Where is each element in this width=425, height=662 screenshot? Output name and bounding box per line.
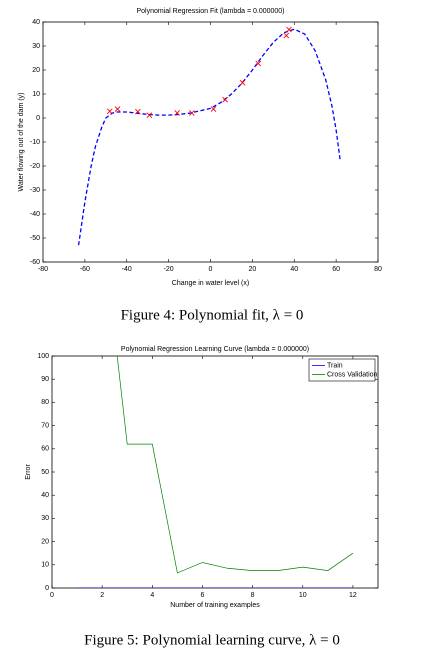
legend-label: Train (327, 362, 343, 369)
x-axis-label: Number of training examples (170, 602, 260, 609)
data-point (189, 110, 195, 116)
x-axis-label: Change in water level (x) (172, 280, 249, 287)
x-marker (210, 106, 217, 112)
data-point (114, 106, 121, 112)
figure-caption: Figure 4: Polynomial fit, λ = 0 (121, 307, 304, 323)
data-point (146, 112, 153, 119)
y-tick-label: 20 (32, 67, 40, 74)
data-point (286, 26, 292, 33)
x-tick-label: 2 (100, 592, 104, 599)
chart-title: Polynomial Regression Fit (lambda = 0.00… (136, 8, 284, 15)
x-marker (189, 110, 195, 116)
data-point (222, 96, 228, 103)
y-tick-label: 90 (41, 376, 49, 383)
y-tick-label: -40 (30, 211, 40, 218)
data-point (239, 79, 246, 86)
figure-caption: Figure 5: Polynomial learning curve, λ =… (84, 632, 340, 648)
y-tick-label: 30 (32, 43, 40, 50)
y-tick-label: 10 (41, 562, 49, 569)
chart-title: Polynomial Regression Learning Curve (la… (121, 346, 309, 353)
data-point (135, 108, 141, 115)
y-tick-label: 80 (41, 399, 49, 406)
x-marker (255, 60, 262, 67)
series-line (116, 356, 354, 574)
y-tick-label: 100 (37, 353, 49, 360)
legend-box (308, 358, 376, 382)
x-tick-label: 40 (290, 266, 298, 273)
data-point (283, 32, 290, 39)
x-marker (106, 108, 113, 115)
x-tick-label: 12 (349, 592, 357, 599)
y-tick-label: 40 (41, 492, 49, 499)
x-tick-label: 10 (299, 592, 307, 599)
x-marker (174, 110, 181, 116)
y-tick-label: 10 (32, 91, 40, 98)
y-tick-label: 40 (32, 19, 40, 26)
plot-frame (42, 21, 379, 263)
series-line (77, 28, 341, 246)
x-tick-label: 4 (150, 592, 154, 599)
y-tick-label: -10 (30, 139, 40, 146)
data-point (106, 108, 113, 115)
y-tick-label: 30 (41, 515, 49, 522)
x-tick-label: 20 (248, 266, 256, 273)
legend-label: Cross Validation (327, 371, 378, 378)
plot-frame (51, 355, 379, 589)
x-tick-label: 0 (209, 266, 213, 273)
x-tick-label: -20 (164, 266, 174, 273)
y-tick-label: 60 (41, 446, 49, 453)
x-tick-label: 80 (374, 266, 382, 273)
y-tick-label: -30 (30, 187, 40, 194)
plot-area (77, 356, 354, 588)
x-tick-label: 8 (251, 592, 255, 599)
x-marker (114, 106, 121, 112)
data-point (174, 110, 181, 116)
y-tick-label: 50 (41, 469, 49, 476)
x-marker (239, 79, 246, 86)
y-tick-label: 0 (36, 115, 40, 122)
y-tick-label: -50 (30, 235, 40, 242)
x-marker (283, 32, 290, 39)
y-axis-label: Error (25, 464, 32, 480)
x-marker (286, 26, 292, 33)
x-tick-label: 60 (332, 266, 340, 273)
x-tick-label: 0 (50, 592, 54, 599)
data-point (210, 106, 217, 112)
plot-area (77, 26, 341, 246)
y-tick-label: 0 (45, 585, 49, 592)
x-tick-label: 6 (201, 592, 205, 599)
y-tick-label: 70 (41, 422, 49, 429)
x-marker (222, 96, 228, 103)
data-point (255, 60, 262, 67)
y-axis-label: Water flowing out of the dam (y) (18, 93, 25, 192)
y-tick-label: -20 (30, 163, 40, 170)
y-tick-label: 20 (41, 538, 49, 545)
y-tick-label: -60 (30, 259, 40, 266)
x-marker (135, 108, 141, 115)
x-tick-label: -60 (80, 266, 90, 273)
x-marker (146, 112, 153, 119)
x-tick-label: -80 (38, 266, 48, 273)
x-tick-label: -40 (122, 266, 132, 273)
